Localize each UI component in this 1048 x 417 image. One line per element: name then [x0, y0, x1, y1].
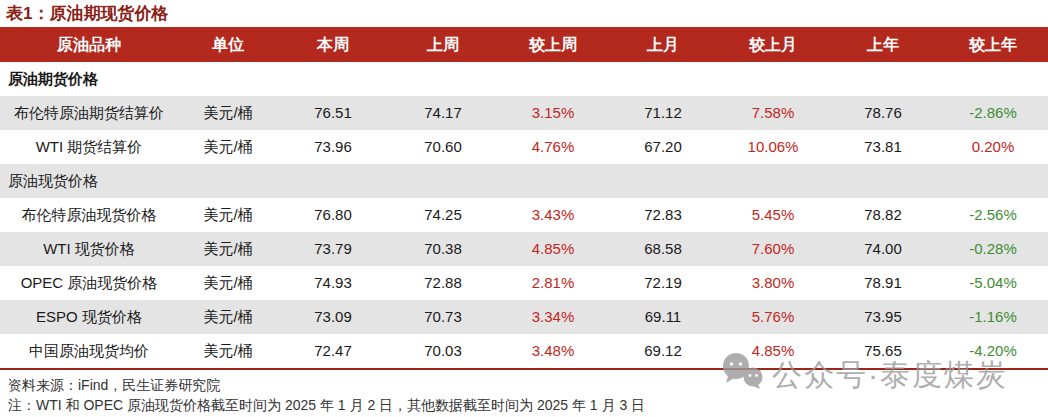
- value-cell: 70.73: [388, 300, 498, 334]
- value-cell: 72.47: [278, 334, 388, 368]
- value-cell: 75.65: [828, 334, 938, 368]
- table-row: 布伦特原油期货结算价美元/桶76.5174.173.15%71.127.58%7…: [0, 96, 1048, 130]
- table-row: WTI 现货价格美元/桶73.7970.384.85%68.587.60%74.…: [0, 232, 1048, 266]
- value-cell: 76.51: [278, 96, 388, 130]
- value-cell: 76.80: [278, 198, 388, 232]
- value-cell: 3.15%: [498, 96, 608, 130]
- variety-cell: WTI 期货结算价: [0, 130, 178, 164]
- value-cell: 72.19: [608, 266, 718, 300]
- value-cell: -5.04%: [938, 266, 1048, 300]
- unit-cell: 美元/桶: [178, 266, 278, 300]
- value-cell: 7.60%: [718, 232, 828, 266]
- unit-cell: 美元/桶: [178, 232, 278, 266]
- variety-cell: 中国原油现货均价: [0, 334, 178, 368]
- value-cell: 3.48%: [498, 334, 608, 368]
- value-cell: 78.76: [828, 96, 938, 130]
- value-cell: 73.81: [828, 130, 938, 164]
- value-cell: -2.86%: [938, 96, 1048, 130]
- table-header-row: 原油品种单位本周上周较上周上月较上月上年较上年: [0, 27, 1048, 62]
- note-line: 注：WTI 和 OPEC 原油现货价格截至时间为 2025 年 1 月 2 日，…: [8, 395, 1048, 415]
- value-cell: 70.60: [388, 130, 498, 164]
- table-row: 布伦特原油现货价格美元/桶76.8074.253.43%72.835.45%78…: [0, 198, 1048, 232]
- value-cell: 74.17: [388, 96, 498, 130]
- section-label: 原油现货价格: [0, 164, 1048, 198]
- value-cell: 5.76%: [718, 300, 828, 334]
- value-cell: 72.83: [608, 198, 718, 232]
- unit-cell: 美元/桶: [178, 96, 278, 130]
- column-header: 本周: [278, 27, 388, 62]
- table-body: 原油期货价格布伦特原油期货结算价美元/桶76.5174.173.15%71.12…: [0, 62, 1048, 368]
- column-header: 较上周: [498, 27, 608, 62]
- variety-cell: 布伦特原油期货结算价: [0, 96, 178, 130]
- value-cell: 4.76%: [498, 130, 608, 164]
- table-row: 中国原油现货均价美元/桶72.4770.033.48%69.124.85%75.…: [0, 334, 1048, 368]
- section-label: 原油期货价格: [0, 62, 1048, 96]
- value-cell: 67.20: [608, 130, 718, 164]
- table-row: ESPO 现货价格美元/桶73.0970.733.34%69.115.76%73…: [0, 300, 1048, 334]
- value-cell: 2.81%: [498, 266, 608, 300]
- value-cell: 73.79: [278, 232, 388, 266]
- value-cell: 10.06%: [718, 130, 828, 164]
- value-cell: 5.45%: [718, 198, 828, 232]
- unit-cell: 美元/桶: [178, 130, 278, 164]
- value-cell: 70.03: [388, 334, 498, 368]
- variety-cell: OPEC 原油现货价格: [0, 266, 178, 300]
- value-cell: 69.12: [608, 334, 718, 368]
- unit-cell: 美元/桶: [178, 300, 278, 334]
- value-cell: 70.38: [388, 232, 498, 266]
- value-cell: 74.00: [828, 232, 938, 266]
- value-cell: 73.95: [828, 300, 938, 334]
- unit-cell: 美元/桶: [178, 334, 278, 368]
- table-row: OPEC 原油现货价格美元/桶74.9372.882.81%72.193.80%…: [0, 266, 1048, 300]
- value-cell: 74.93: [278, 266, 388, 300]
- variety-cell: 布伦特原油现货价格: [0, 198, 178, 232]
- value-cell: 3.43%: [498, 198, 608, 232]
- section-row: 原油期货价格: [0, 62, 1048, 96]
- column-header: 原油品种: [0, 27, 178, 62]
- column-header: 较上年: [938, 27, 1048, 62]
- value-cell: 4.85%: [718, 334, 828, 368]
- value-cell: 78.91: [828, 266, 938, 300]
- column-header: 上年: [828, 27, 938, 62]
- unit-cell: 美元/桶: [178, 198, 278, 232]
- value-cell: 72.88: [388, 266, 498, 300]
- variety-cell: ESPO 现货价格: [0, 300, 178, 334]
- value-cell: 73.96: [278, 130, 388, 164]
- column-header: 较上月: [718, 27, 828, 62]
- value-cell: 74.25: [388, 198, 498, 232]
- table-title: 表1：原油期现货价格: [0, 0, 1048, 27]
- value-cell: -4.20%: [938, 334, 1048, 368]
- value-cell: -2.56%: [938, 198, 1048, 232]
- value-cell: 0.20%: [938, 130, 1048, 164]
- section-row: 原油现货价格: [0, 164, 1048, 198]
- column-header: 上月: [608, 27, 718, 62]
- value-cell: 78.82: [828, 198, 938, 232]
- value-cell: 68.58: [608, 232, 718, 266]
- table-footer: 资料来源：iFind，民生证券研究院 注：WTI 和 OPEC 原油现货价格截至…: [0, 370, 1048, 415]
- value-cell: 69.11: [608, 300, 718, 334]
- price-table-page: 表1：原油期现货价格 原油品种单位本周上周较上周上月较上月上年较上年 原油期货价…: [0, 0, 1048, 417]
- value-cell: 7.58%: [718, 96, 828, 130]
- variety-cell: WTI 现货价格: [0, 232, 178, 266]
- value-cell: -0.28%: [938, 232, 1048, 266]
- source-line: 资料来源：iFind，民生证券研究院: [8, 375, 1048, 395]
- value-cell: 71.12: [608, 96, 718, 130]
- column-header: 上周: [388, 27, 498, 62]
- column-header: 单位: [178, 27, 278, 62]
- value-cell: 4.85%: [498, 232, 608, 266]
- value-cell: 3.34%: [498, 300, 608, 334]
- value-cell: 3.80%: [718, 266, 828, 300]
- value-cell: -1.16%: [938, 300, 1048, 334]
- table-row: WTI 期货结算价美元/桶73.9670.604.76%67.2010.06%7…: [0, 130, 1048, 164]
- value-cell: 73.09: [278, 300, 388, 334]
